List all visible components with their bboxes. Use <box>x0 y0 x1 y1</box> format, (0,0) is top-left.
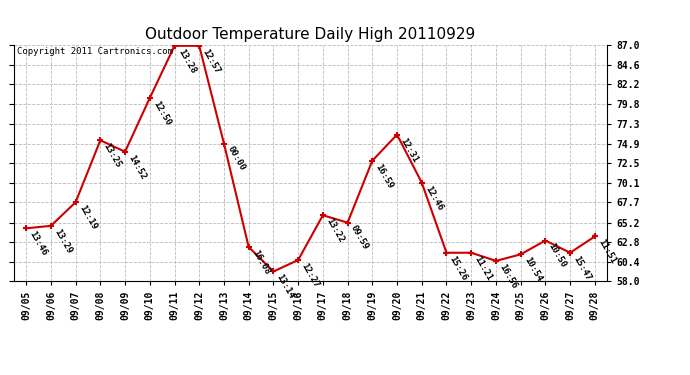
Text: 16:56: 16:56 <box>497 262 519 290</box>
Text: 10:50: 10:50 <box>546 242 568 270</box>
Text: 14:52: 14:52 <box>126 153 148 181</box>
Text: 12:19: 12:19 <box>77 204 98 231</box>
Text: 09:59: 09:59 <box>349 224 371 252</box>
Text: 13:22: 13:22 <box>324 217 346 244</box>
Text: 16:08: 16:08 <box>250 248 271 276</box>
Text: 11:51: 11:51 <box>596 238 618 266</box>
Text: 11:21: 11:21 <box>473 254 494 282</box>
Title: Outdoor Temperature Daily High 20110929: Outdoor Temperature Daily High 20110929 <box>146 27 475 42</box>
Text: 16:59: 16:59 <box>374 162 395 190</box>
Text: 13:14: 13:14 <box>275 273 296 301</box>
Text: 13:28: 13:28 <box>176 47 197 75</box>
Text: 13:25: 13:25 <box>101 142 123 170</box>
Text: 15:26: 15:26 <box>448 254 469 282</box>
Text: 12:46: 12:46 <box>423 184 444 212</box>
Text: 12:27: 12:27 <box>299 261 321 289</box>
Text: 13:46: 13:46 <box>28 230 49 258</box>
Text: 13:29: 13:29 <box>52 227 74 255</box>
Text: 15:47: 15:47 <box>571 254 593 282</box>
Text: 12:31: 12:31 <box>398 136 420 164</box>
Text: 10:54: 10:54 <box>522 256 543 284</box>
Text: 12:57: 12:57 <box>201 47 222 75</box>
Text: Copyright 2011 Cartronics.com: Copyright 2011 Cartronics.com <box>17 47 172 56</box>
Text: 00:00: 00:00 <box>226 145 246 173</box>
Text: 12:50: 12:50 <box>151 99 172 127</box>
